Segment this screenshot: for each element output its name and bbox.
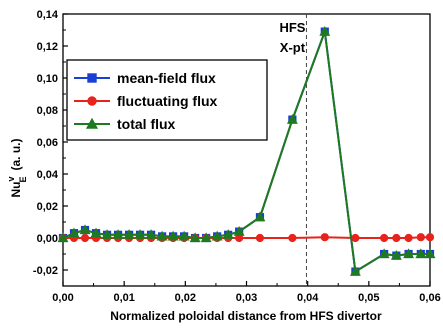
total-point [57, 232, 69, 243]
total-point [233, 225, 245, 236]
x-tick-label: 0,02 [175, 292, 196, 304]
x-tick-label: 0,05 [358, 292, 379, 304]
x-tick-label: 0,01 [113, 292, 134, 304]
y-tick-label: 0,04 [37, 169, 59, 181]
total-point [112, 229, 124, 239]
total-point [167, 230, 179, 241]
y-tick-label: 0,00 [37, 233, 58, 245]
y-axis-label: Nuv E (a. u.) [6, 138, 28, 197]
total-point [79, 224, 91, 235]
xpt-label-line2: X-pt [280, 40, 306, 55]
total-point [349, 265, 361, 276]
total-point [403, 248, 415, 259]
x-tick-label: 0,00 [52, 292, 73, 304]
series-layer [57, 25, 436, 276]
total-point [390, 249, 402, 260]
y-tick-label: -0,02 [33, 265, 58, 277]
ticks: 0,00 0,01 0,02 0,03 0,04 0,05 0,06 -0,02 0,00 0,0… [33, 9, 441, 304]
fluctuating-point [320, 233, 329, 242]
total-point [415, 248, 427, 259]
y-tick-label: 0,12 [37, 41, 58, 53]
total-point [200, 232, 212, 243]
fluctuating-point [404, 233, 413, 243]
total-point [286, 113, 298, 124]
y-tick-label: 0,02 [37, 201, 58, 213]
legend: mean-field flux fluctuating flux total flu… [66, 59, 268, 141]
fluctuating-point [392, 233, 401, 243]
legend-label: fluctuating flux [117, 93, 218, 109]
y-tick-label: 0,08 [37, 105, 58, 117]
total-point [145, 229, 157, 239]
xpt-label-line1: HFS [279, 20, 305, 35]
fluctuating-point [351, 233, 360, 243]
fluctuating-point [416, 233, 425, 242]
total-point [134, 229, 146, 239]
fluctuating-point [255, 233, 265, 243]
total-point [68, 227, 80, 238]
total-point [211, 230, 223, 241]
total-point [90, 227, 102, 238]
legend-label: total flux [117, 116, 176, 132]
y-tick-label: 0,10 [37, 73, 58, 85]
total-point [123, 229, 135, 239]
fluctuating-point [80, 233, 90, 243]
total-point [424, 248, 436, 259]
total-point [178, 230, 190, 241]
total-point [254, 211, 266, 222]
y-axis-label-sub: E [18, 176, 28, 182]
y-axis-label-unit: (a. u.) [9, 138, 23, 170]
fluctuating-point [425, 233, 435, 242]
fluctuating-point [87, 96, 97, 106]
y-axis-label-main: Nu [9, 182, 23, 198]
fluctuating-point [288, 233, 297, 243]
y-tick-label: 0,06 [37, 137, 58, 149]
y-axis-label-sup: v [6, 177, 16, 182]
total-point [319, 25, 331, 36]
y-tick-label: 0,14 [37, 9, 59, 21]
x-tick-label: 0,03 [236, 292, 257, 304]
total-point [85, 117, 99, 129]
total-point [101, 229, 113, 239]
annotation: HFS X-pt [279, 14, 307, 286]
mean-field-point [87, 73, 97, 83]
plot-frame [62, 13, 431, 287]
total-point [222, 229, 234, 239]
series-2 [57, 25, 436, 276]
total-point [378, 248, 390, 259]
x-axis-label: Normalized poloidal distance from HFS di… [110, 309, 382, 323]
total-point [156, 230, 168, 241]
x-tick-label: 0,04 [297, 292, 319, 304]
fluctuating-point [380, 233, 389, 243]
total-point [189, 232, 201, 243]
legend-label: mean-field flux [117, 70, 216, 86]
x-tick-label: 0,06 [419, 292, 440, 304]
